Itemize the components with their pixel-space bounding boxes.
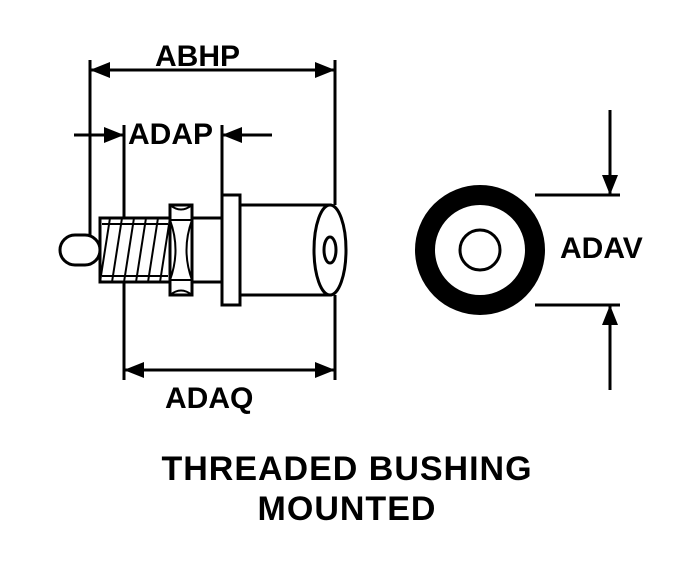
mid-cylinder <box>192 218 222 282</box>
nut <box>170 205 192 295</box>
caption-line2: MOUNTED <box>0 490 694 529</box>
thread-block <box>100 218 170 282</box>
diagram-canvas: ABHP ADAP ADAQ ADAV THREADED BUSHING MOU… <box>0 0 694 576</box>
label-adav: ADAV <box>560 232 643 266</box>
label-abhp: ABHP <box>155 40 240 74</box>
tail-pin <box>60 235 100 265</box>
label-adaq: ADAQ <box>165 382 253 416</box>
caption-line1: THREADED BUSHING <box>0 450 694 489</box>
side-view <box>60 195 346 305</box>
end-inner-circle <box>460 230 500 270</box>
end-view <box>425 195 535 305</box>
front-bore <box>324 237 336 263</box>
label-adap: ADAP <box>128 118 213 152</box>
flange <box>222 195 240 305</box>
